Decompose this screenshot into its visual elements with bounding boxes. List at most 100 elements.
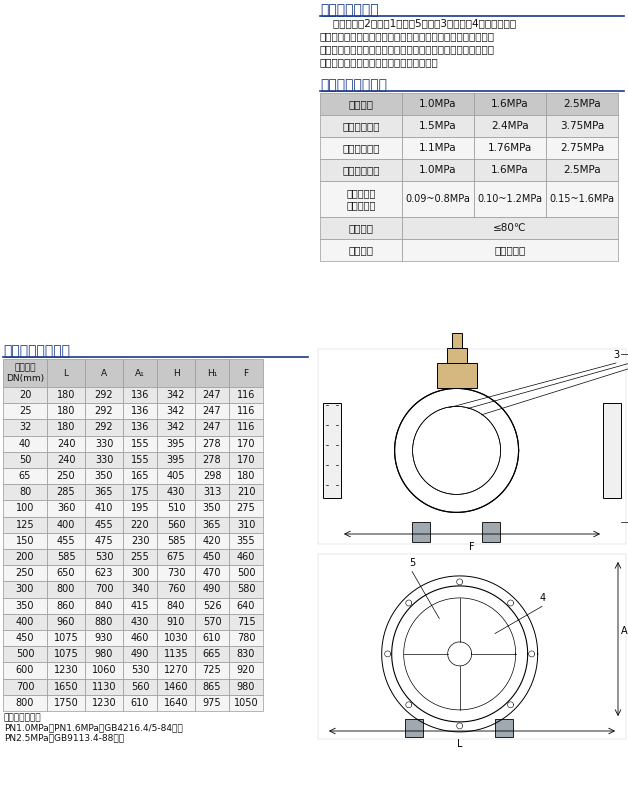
Text: 910: 910 <box>167 617 185 627</box>
Text: 1050: 1050 <box>234 698 258 708</box>
Bar <box>546 93 618 115</box>
Bar <box>411 522 430 542</box>
Text: 570: 570 <box>203 617 221 627</box>
Text: 0.10~1.2MPa: 0.10~1.2MPa <box>477 194 543 204</box>
Bar <box>85 695 123 711</box>
Text: 675: 675 <box>166 552 185 562</box>
Text: 840: 840 <box>95 601 113 611</box>
Bar <box>85 549 123 565</box>
Text: 275: 275 <box>237 504 256 513</box>
Text: 1.0MPa: 1.0MPa <box>420 99 457 109</box>
Bar <box>195 468 229 484</box>
Bar <box>157 533 195 549</box>
Bar <box>195 614 229 630</box>
Bar <box>318 554 626 739</box>
Bar <box>195 565 229 581</box>
Bar <box>195 452 229 468</box>
Bar <box>123 484 157 501</box>
Text: 116: 116 <box>237 406 255 416</box>
Text: 313: 313 <box>203 487 221 498</box>
Text: A₁: A₁ <box>135 369 145 377</box>
Bar <box>157 695 195 711</box>
Bar <box>474 137 546 159</box>
Bar <box>123 501 157 517</box>
Bar <box>229 549 263 565</box>
Bar <box>157 565 195 581</box>
Text: 610: 610 <box>203 633 221 643</box>
Bar <box>402 181 474 217</box>
Text: 330: 330 <box>95 439 113 449</box>
Bar <box>318 349 626 544</box>
Text: 3: 3 <box>613 350 619 360</box>
Bar <box>3 581 47 598</box>
Bar <box>229 630 263 646</box>
Text: 250: 250 <box>57 471 75 481</box>
Bar <box>47 419 85 435</box>
Text: 400: 400 <box>57 520 75 529</box>
Bar <box>85 452 123 468</box>
Text: 1.76MPa: 1.76MPa <box>488 143 532 153</box>
Text: A: A <box>621 626 627 636</box>
Text: 170: 170 <box>237 439 255 449</box>
Text: PN2.5MPa按GB9113.4-88标准: PN2.5MPa按GB9113.4-88标准 <box>4 733 124 742</box>
Text: 585: 585 <box>166 536 185 546</box>
Text: 450: 450 <box>203 552 221 562</box>
Text: 0.15~1.6MPa: 0.15~1.6MPa <box>550 194 615 204</box>
Text: 0.09~0.8MPa: 0.09~0.8MPa <box>406 194 470 204</box>
Text: 180: 180 <box>237 471 255 481</box>
Bar <box>229 452 263 468</box>
Bar <box>195 549 229 565</box>
Text: 2.5MPa: 2.5MPa <box>563 165 601 175</box>
Bar <box>47 501 85 517</box>
Text: 240: 240 <box>57 439 75 449</box>
Text: 800: 800 <box>57 584 75 595</box>
Text: 1230: 1230 <box>53 665 78 676</box>
Bar <box>447 349 467 364</box>
Text: 650: 650 <box>57 568 75 579</box>
Text: 化而改变，并不因主阀出口流量的变化而改变出口压力。适用于: 化而改变，并不因主阀出口流量的变化而改变出口压力。适用于 <box>320 44 495 54</box>
Text: 1640: 1640 <box>164 698 188 708</box>
Bar <box>195 359 229 387</box>
Bar <box>123 565 157 581</box>
Bar <box>195 404 229 419</box>
Text: 1030: 1030 <box>164 633 188 643</box>
Text: 780: 780 <box>237 633 255 643</box>
Text: 430: 430 <box>131 617 149 627</box>
Text: 136: 136 <box>131 406 149 416</box>
Bar <box>47 452 85 468</box>
Text: 410: 410 <box>95 504 113 513</box>
Text: H: H <box>173 369 180 377</box>
Text: 310: 310 <box>237 520 255 529</box>
Text: 430: 430 <box>167 487 185 498</box>
Bar <box>546 181 618 217</box>
Bar <box>3 646 47 662</box>
Text: 355: 355 <box>237 536 256 546</box>
Text: 50: 50 <box>19 455 31 465</box>
Bar <box>320 93 402 115</box>
Text: 300: 300 <box>16 584 34 595</box>
Bar <box>3 565 47 581</box>
Text: 340: 340 <box>131 584 149 595</box>
Text: 490: 490 <box>131 650 149 659</box>
Bar <box>157 419 195 435</box>
Text: 247: 247 <box>203 390 221 400</box>
Bar <box>320 115 402 137</box>
Bar <box>47 549 85 565</box>
Text: 247: 247 <box>203 406 221 416</box>
Bar <box>85 517 123 533</box>
Text: L: L <box>457 739 462 749</box>
Bar <box>85 646 123 662</box>
Bar <box>157 468 195 484</box>
Bar <box>157 581 195 598</box>
Text: 100: 100 <box>16 504 34 513</box>
Text: 455: 455 <box>57 536 75 546</box>
Bar <box>229 679 263 695</box>
Bar <box>229 359 263 387</box>
Text: 工作温度: 工作温度 <box>349 223 374 233</box>
Text: 155: 155 <box>131 455 149 465</box>
Text: 475: 475 <box>95 536 113 546</box>
Bar <box>47 565 85 581</box>
Bar <box>229 387 263 404</box>
Bar <box>85 359 123 387</box>
Bar <box>320 159 402 181</box>
